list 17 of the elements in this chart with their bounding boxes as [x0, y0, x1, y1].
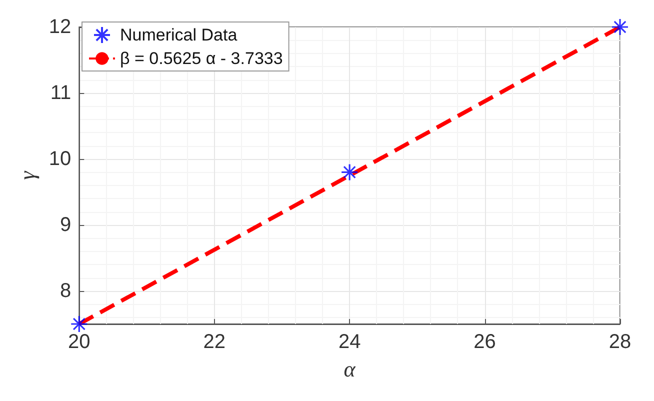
y-tick-label: 10 — [48, 148, 72, 170]
y-tick-label: 11 — [50, 82, 72, 104]
y-tick-label: 8 — [60, 280, 72, 302]
point — [611, 18, 629, 36]
x-tick-label: 26 — [474, 331, 496, 353]
x-axis-title: α — [344, 356, 356, 382]
x-tick-label: 28 — [608, 331, 632, 353]
x-tick-label: 20 — [68, 331, 90, 353]
legend-label: Numerical Data — [120, 26, 238, 44]
x-tick-label: 24 — [338, 331, 361, 353]
point — [70, 315, 88, 333]
point — [340, 163, 358, 181]
x-tick-label: 22 — [203, 331, 226, 353]
y-tick-label: 12 — [48, 16, 72, 38]
y-axis-title: γ — [14, 170, 40, 180]
legend-label: β = 0.5625 α - 3.7333 — [120, 49, 283, 68]
y-tick-label: 9 — [60, 214, 72, 236]
